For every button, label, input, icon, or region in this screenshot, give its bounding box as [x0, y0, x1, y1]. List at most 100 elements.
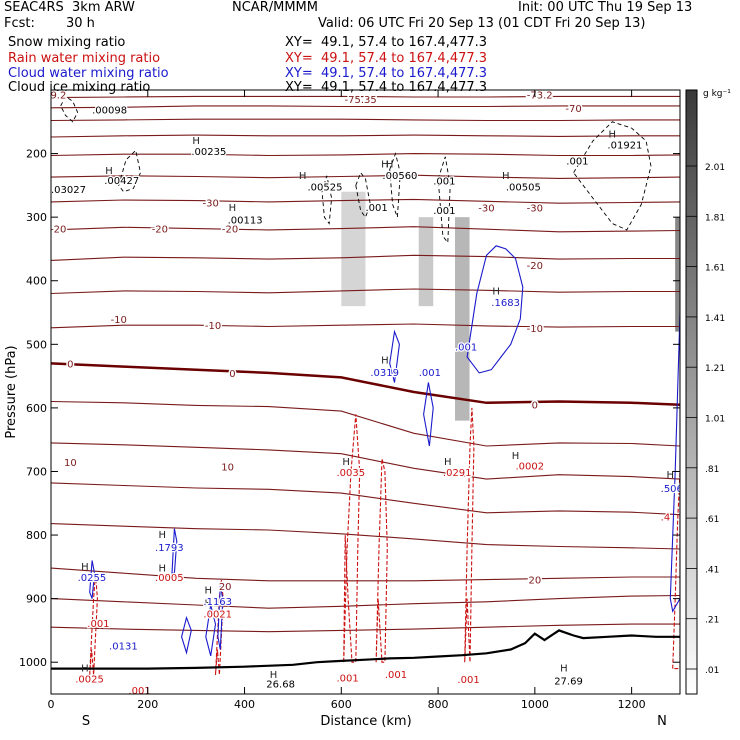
y-tick-label-0: 200 — [26, 148, 47, 161]
x-tick-label-2: 400 — [234, 698, 255, 711]
cloud-ice-patch-3 — [675, 217, 680, 332]
south-label: S — [82, 714, 90, 729]
maximum-marker-20: H — [560, 664, 568, 675]
temperature-contour-12 — [51, 400, 680, 447]
snow-contour-2 — [321, 175, 333, 225]
rain-contour-1 — [375, 458, 388, 663]
extremum-value-11: .001 — [566, 156, 588, 167]
temperature-contour-15 — [51, 523, 680, 550]
extremum-value-7: .001 — [366, 203, 388, 214]
temperature-label-10: -20 — [527, 261, 543, 272]
maximum-marker-1: H — [105, 166, 113, 177]
extremum-value-23: .0291 — [443, 468, 472, 479]
y-tick-label-5: 700 — [26, 465, 47, 478]
extremum-value-1: .00235 — [191, 147, 226, 158]
colorbar-label-5: 1.01 — [705, 415, 725, 425]
temperature-label-9: -30 — [527, 204, 543, 215]
x-tick-label-6: 1200 — [618, 698, 646, 711]
temperature-contour-9 — [51, 288, 680, 295]
extremum-value-5: .00560 — [382, 171, 417, 182]
colorbar — [685, 89, 698, 695]
temperature-contour-4 — [51, 153, 680, 157]
cloud-water-contour-7 — [217, 585, 224, 650]
plot-frame — [50, 89, 681, 695]
x-tick-label-3: 600 — [331, 698, 352, 711]
extremum-value-13: .1683 — [491, 298, 520, 309]
temperature-label-4: -30 — [202, 199, 218, 210]
temperature-label-0: -79.2 — [40, 90, 66, 101]
temperature-contour-7 — [51, 226, 680, 233]
extremum-value-18: .0255 — [78, 573, 107, 584]
axes: 0 200 400 600 800 1000 12002003004005006007008… — [19, 90, 680, 711]
freezing-level-contour — [51, 362, 680, 406]
maximum-marker-0: H — [192, 136, 200, 147]
field-cloud-water-xy: XY= 49.1, 57.4 to 167.4,477.3 — [285, 66, 488, 81]
maximum-marker-12: H — [204, 586, 212, 597]
cloud-ice-patch-2 — [455, 217, 470, 421]
temperature-label-5: -20 — [152, 225, 168, 236]
temperature-contour-5 — [51, 174, 680, 179]
y-tick-label-8: 1000 — [19, 656, 47, 669]
colorbar-label-0: 2.01 — [705, 163, 725, 173]
y-tick-label-4: 600 — [26, 402, 47, 415]
temperature-label-2: -73.2 — [527, 90, 553, 101]
field-cloud-water-name: Cloud water mixing ratio — [8, 66, 169, 81]
extremum-value-24: .0002 — [515, 462, 544, 473]
extremum-value-20: .0131 — [109, 641, 138, 652]
snow-contour-6 — [573, 121, 652, 231]
extremum-value-21: .506 — [661, 484, 683, 495]
temperature-contour-14 — [51, 482, 680, 516]
cloud-water-contour-0 — [466, 245, 524, 374]
extremum-value-25: .0005 — [155, 573, 184, 584]
rain-contour-2 — [464, 407, 475, 663]
extremum-value-28: .0025 — [75, 675, 104, 686]
forecast-hour: 30 h — [66, 16, 95, 31]
y-axis-title: Pressure (hPa) — [4, 345, 19, 438]
maximum-marker-17: H — [81, 664, 89, 675]
field-rain-xy: XY= 49.1, 57.4 to 167.4,477.3 — [285, 51, 488, 66]
field-snow-xy: XY= 49.1, 57.4 to 167.4,477.3 — [285, 35, 488, 50]
maximum-marker-2: H — [229, 203, 237, 214]
field-cloud-ice-name: Cloud ice mixing ratio — [8, 80, 151, 95]
snow-contour-4 — [389, 152, 401, 218]
extremum-value-9: .00505 — [506, 182, 541, 193]
rain-contour-3 — [89, 573, 98, 675]
maximum-marker-21: H — [667, 470, 675, 481]
colorbar-ticks: 2.01 1.81 1.61 1.41 1.21 1.01 .81 .61 .41 .21 .01 — [686, 163, 725, 676]
extremum-value-6: .001 — [433, 177, 455, 188]
extremum-value-14: .001 — [455, 343, 477, 354]
snow-contour-5 — [437, 156, 451, 244]
temperature-contour-3 — [51, 134, 680, 138]
temperature-label-19: 20 — [219, 582, 232, 593]
valid-time: Valid: 06 UTC Fri 20 Sep 13 (01 CDT Fri … — [318, 16, 646, 31]
init-time: Init: 00 UTC Thu 19 Sep 13 — [518, 0, 693, 15]
temperature-label-16: 0 — [532, 401, 538, 412]
temperature-contour-6 — [51, 198, 680, 204]
temperature-label-17: 10 — [64, 458, 77, 469]
extremum-value-33: .4 — [661, 512, 671, 523]
maximum-marker-19: H — [270, 670, 278, 681]
maximum-marker-5: H — [502, 171, 510, 182]
colorbar-label-7: .61 — [705, 515, 719, 525]
snow-contour-0 — [60, 95, 79, 123]
temperature-contour-17 — [51, 594, 680, 609]
temperature-label-15: 0 — [229, 369, 235, 380]
colorbar-unit: g kg⁻¹ — [703, 89, 731, 99]
temperature-contour-0 — [51, 95, 680, 99]
field-snow-name: Snow mixing ratio — [8, 35, 126, 50]
temperature-label-8: -30 — [478, 204, 494, 215]
extremum-value-8: .001 — [433, 206, 455, 217]
cloud-water-contour-8 — [669, 312, 680, 613]
maximum-marker-15: H — [512, 451, 520, 462]
cloud-water-contour-4 — [89, 560, 96, 599]
temperature-label-12: -10 — [205, 321, 221, 332]
cloud-water-contour-5 — [181, 615, 192, 655]
temperature-contour-2 — [51, 118, 680, 122]
maximum-marker-11: H — [81, 562, 89, 573]
temperature-label-7: -20 — [50, 225, 66, 236]
maximum-marker-18: H — [204, 598, 212, 609]
maximum-marker-8: H — [492, 287, 500, 298]
cloud-water-contour-2 — [423, 382, 434, 447]
y-tick-label-3: 500 — [26, 338, 47, 351]
